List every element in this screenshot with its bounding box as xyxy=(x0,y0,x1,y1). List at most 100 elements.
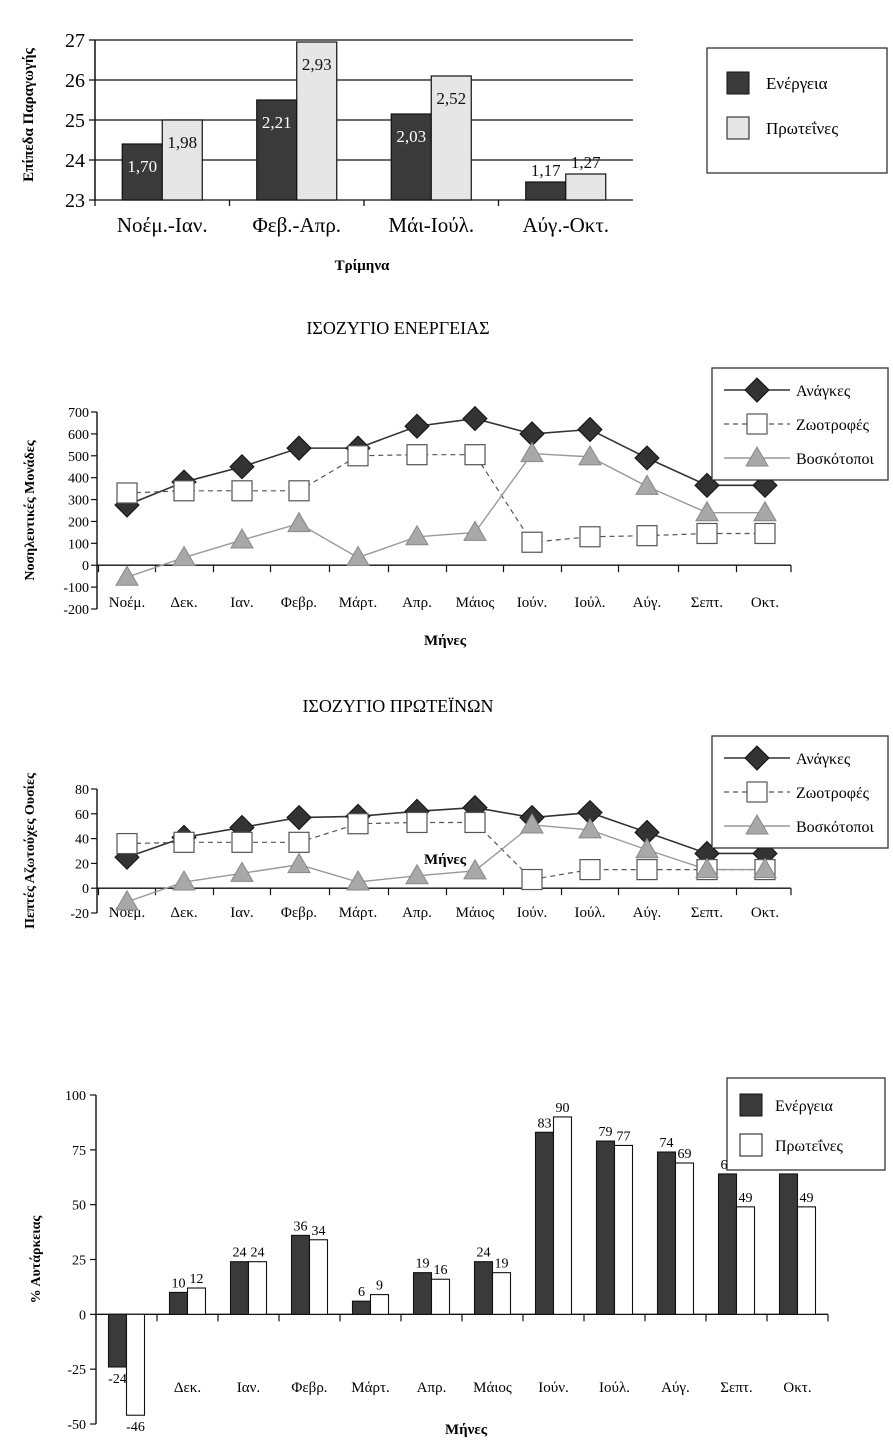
x-tick-label: Αύγ.-Οκτ. xyxy=(522,213,609,237)
data-point xyxy=(230,528,254,549)
x-tick-label: Μάρτ. xyxy=(339,905,377,921)
data-point xyxy=(405,863,429,885)
y-tick-label: 26 xyxy=(65,70,85,92)
legend-label-energy: Ενέργεια xyxy=(775,1098,834,1115)
x-axis-label: Μήνες xyxy=(424,633,467,649)
y-tick-label: 100 xyxy=(65,1089,86,1104)
x-tick-label: Δεκ. xyxy=(170,595,197,611)
x-tick-label: Αύγ. xyxy=(633,595,662,611)
y-tick-label: 300 xyxy=(68,494,89,509)
data-label: 77 xyxy=(617,1129,631,1144)
data-point xyxy=(116,482,138,504)
bar-energy xyxy=(656,1151,677,1315)
data-point xyxy=(287,852,311,874)
legend-marker xyxy=(746,781,768,803)
bar-energy xyxy=(107,1313,128,1368)
x-tick-label: Δεκ. xyxy=(174,1380,201,1396)
data-point xyxy=(230,861,254,882)
data-label: 83 xyxy=(538,1116,552,1131)
bar-protein xyxy=(735,1206,756,1315)
data-point xyxy=(579,526,601,548)
x-tick-label: Οκτ. xyxy=(751,595,779,611)
data-point xyxy=(521,531,543,553)
legend-swatch-energy xyxy=(739,1093,763,1117)
legend-box xyxy=(706,47,888,174)
data-point xyxy=(231,831,253,853)
data-point xyxy=(231,480,253,502)
series-line-0 xyxy=(126,417,765,506)
x-tick-label: Μάιος xyxy=(456,595,495,611)
y-tick-label: 25 xyxy=(65,110,85,132)
data-point xyxy=(406,811,428,834)
y-tick-label: 700 xyxy=(68,406,89,421)
bar-energy xyxy=(229,1261,250,1315)
x-tick-label: Μάρτ. xyxy=(339,595,377,611)
bar-energy xyxy=(525,181,567,201)
data-point xyxy=(346,545,370,567)
bar-protein xyxy=(491,1272,512,1315)
x-tick-label: Νοέμ.-Ιαν. xyxy=(117,213,208,237)
data-label: 19 xyxy=(495,1257,509,1272)
data-point xyxy=(695,857,719,879)
data-point xyxy=(634,445,660,471)
data-label: 36 xyxy=(294,1219,308,1234)
data-label: 24 xyxy=(477,1246,491,1261)
legend-label: Ανάγκες xyxy=(796,751,851,768)
bar-protein xyxy=(674,1162,695,1315)
data-point xyxy=(116,832,138,855)
y-tick-label: 80 xyxy=(75,783,89,798)
data-label: 19 xyxy=(416,1257,430,1272)
x-tick-label: Σεπτ. xyxy=(691,905,723,921)
data-label: 2,21 xyxy=(262,113,292,132)
legend-label-protein: Πρωτεΐνες xyxy=(775,1138,843,1155)
x-axis-label: Τρίμηνα xyxy=(335,258,390,274)
data-label: 1,70 xyxy=(127,157,157,176)
bar-energy xyxy=(412,1272,433,1315)
data-label: -24 xyxy=(108,1372,127,1387)
data-label: 79 xyxy=(599,1125,613,1140)
y-tick-label: 0 xyxy=(82,882,89,897)
x-tick-label: Απρ. xyxy=(402,905,432,921)
x-tick-label: Νοέμ. xyxy=(109,595,145,611)
series-line-2 xyxy=(126,824,765,903)
bar-protein xyxy=(430,75,472,201)
legend-label: Ζωοτροφές xyxy=(796,417,870,434)
data-point xyxy=(578,817,602,839)
energy-balance-title: ΙΣΟΖΥΓΙΟ ΕΝΕΡΓΕΙΑΣ xyxy=(306,318,489,338)
data-point xyxy=(172,545,196,567)
x-tick-label: Μάιος xyxy=(473,1380,512,1396)
data-label: 9 xyxy=(376,1279,383,1294)
data-label: 90 xyxy=(556,1101,570,1116)
x-tick-label: Μάι-Ιούλ. xyxy=(388,213,474,237)
data-point xyxy=(115,889,139,911)
y-tick-label: 600 xyxy=(68,428,89,443)
y-axis-label: Νοσηλευτικές Μονάδες xyxy=(23,439,38,580)
data-point xyxy=(696,522,718,545)
y-tick-label: 23 xyxy=(65,190,85,212)
data-label: 34 xyxy=(312,1224,326,1239)
bar-protein xyxy=(296,41,338,201)
data-point xyxy=(346,870,370,891)
y-tick-label: 40 xyxy=(75,833,89,848)
y-tick-label: -100 xyxy=(63,581,89,596)
x-tick-label: Σεπτ. xyxy=(691,595,723,611)
bar-energy xyxy=(290,1234,311,1315)
data-label: 1,98 xyxy=(167,133,197,152)
data-point xyxy=(463,858,487,880)
x-tick-label: Αύγ. xyxy=(661,1380,690,1396)
bar-protein xyxy=(430,1278,451,1315)
legend-label: Ανάγκες xyxy=(796,383,851,400)
data-point xyxy=(405,524,429,546)
bar-protein xyxy=(161,119,203,201)
data-point xyxy=(286,804,312,831)
y-tick-label: -50 xyxy=(67,1418,86,1433)
legend-label: Ζωοτροφές xyxy=(796,785,870,802)
y-tick-label: 200 xyxy=(68,515,89,530)
legend-box xyxy=(711,367,889,481)
x-tick-label: Φεβρ. xyxy=(281,905,317,921)
bar-protein xyxy=(796,1206,817,1315)
bar-protein xyxy=(186,1287,207,1315)
data-label: 16 xyxy=(434,1263,448,1278)
y-tick-label: 24 xyxy=(65,150,85,172)
